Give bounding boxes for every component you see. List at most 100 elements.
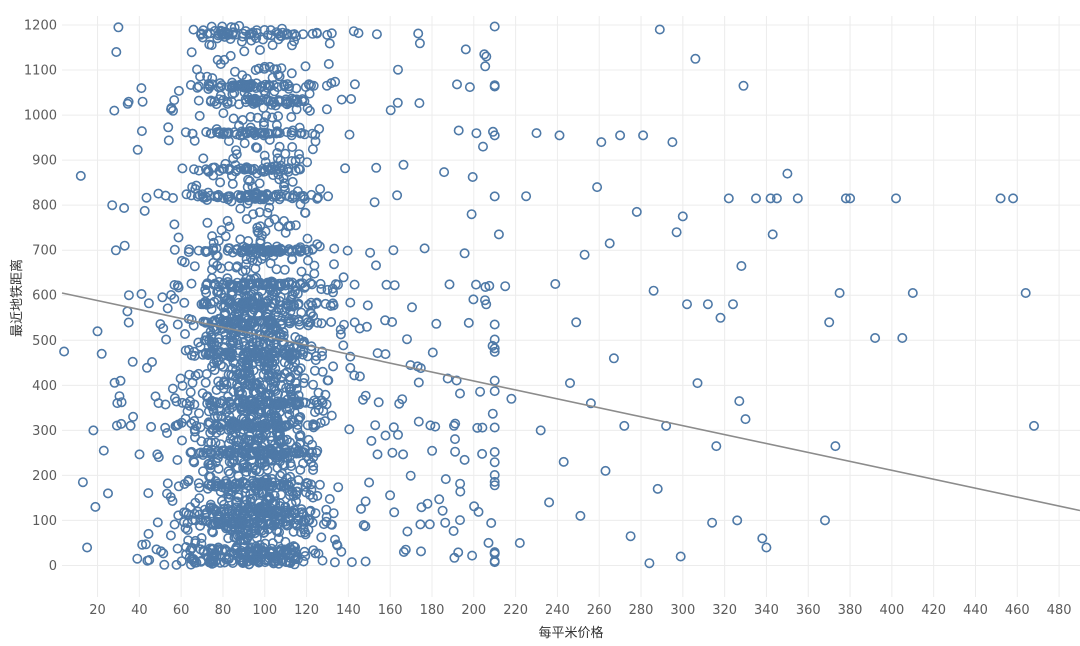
data-point [284,437,295,448]
data-point [638,130,649,141]
data-point [413,28,424,39]
data-point [652,483,663,494]
x-tick-label: 260 [587,603,612,618]
data-point [267,538,278,549]
data-point [210,518,221,529]
data-point [198,153,209,164]
data-point [208,237,219,248]
data-point [267,112,278,123]
data-point [247,278,258,289]
data-point [272,153,283,164]
data-point [245,551,256,562]
data-point [315,278,326,289]
data-point [287,254,298,265]
data-point [269,298,280,309]
data-point [263,356,274,367]
data-point [261,110,272,121]
data-point [470,279,481,290]
data-point [287,176,298,187]
data-point [897,332,908,343]
data-point [252,346,263,357]
data-point [369,197,380,208]
data-point [345,362,356,373]
data-point [329,243,340,254]
data-point [344,129,355,140]
data-point [272,415,283,426]
data-point [677,211,688,222]
data-point [264,443,275,454]
data-point [180,523,191,534]
data-point [194,408,205,419]
data-point [230,502,241,513]
data-point [172,454,183,465]
data-point [288,289,299,300]
data-point [88,425,99,436]
data-point [229,479,240,490]
data-point [437,505,448,516]
data-point [162,478,173,489]
data-point [451,79,462,90]
data-point [275,319,286,330]
data-point [371,29,382,40]
data-point [585,398,596,409]
data-point [338,272,349,283]
data-point [137,96,148,107]
data-point [132,553,143,564]
data-point [303,299,314,310]
data-point [200,298,211,309]
data-point [241,421,252,432]
data-point [220,231,231,242]
data-point [506,393,517,404]
data-point [216,288,227,299]
data-point [230,160,241,171]
data-point [234,308,245,319]
data-point [223,347,234,358]
data-point [213,286,224,297]
data-point [252,316,263,327]
data-point [269,516,280,527]
data-point [195,71,206,82]
data-point [349,279,360,290]
x-tick-label: 480 [1047,603,1072,618]
data-point [767,229,778,240]
data-point [250,263,261,274]
data-point [239,138,250,149]
data-point [256,230,267,241]
data-point [123,290,134,301]
data-point [238,319,249,330]
data-point [387,447,398,458]
data-point [481,299,492,310]
data-point [227,378,238,389]
data-point [258,245,269,256]
data-point [336,94,347,105]
data-point [275,489,286,500]
data-point [385,105,396,116]
data-point [292,288,303,299]
data-point [392,64,403,75]
data-point [771,193,782,204]
data-point [285,306,296,317]
data-point [300,82,311,93]
data-point [274,445,285,456]
data-point [305,505,316,516]
data-point [493,229,504,240]
x-tick-label: 100 [252,603,277,618]
data-point [370,260,381,271]
data-point [281,28,292,39]
y-tick-label: 0 [49,559,57,574]
data-point [309,407,320,418]
data-point [310,508,321,519]
data-point [311,28,322,39]
data-point [210,504,221,515]
y-tick-label: 600 [32,289,57,304]
data-point [280,390,291,401]
data-point [260,346,271,357]
data-point [275,30,286,41]
data-point [267,40,278,51]
x-tick-label: 380 [838,603,863,618]
data-point [193,165,204,176]
data-point [295,246,306,257]
data-point [427,445,438,456]
data-point [235,234,246,245]
